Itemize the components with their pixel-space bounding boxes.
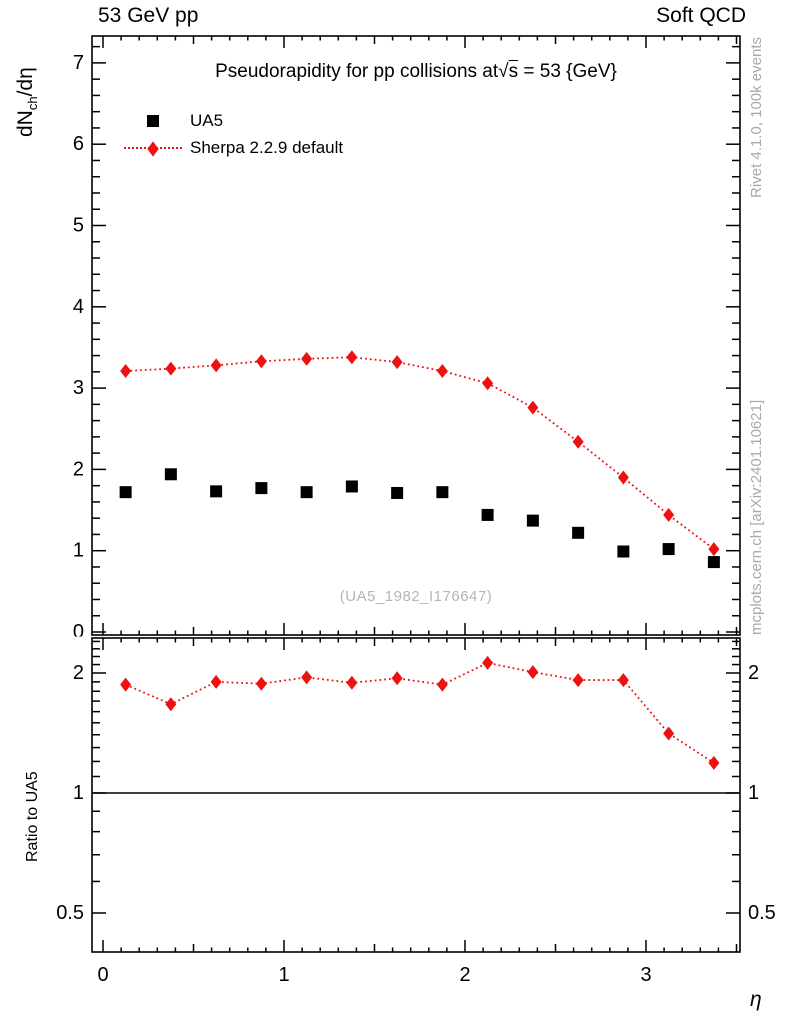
plot-title: Pseudorapidity for pp collisions at√s = … [92, 61, 740, 83]
sherpa-point [572, 434, 584, 449]
ua5-point [481, 508, 494, 521]
y-tick-label-main: 3 [73, 377, 84, 399]
plot-title-prefix: Pseudorapidity for pp collisions at [215, 61, 499, 82]
ratio-point [391, 671, 403, 686]
sherpa-point [301, 351, 313, 366]
x-axis-title: η [750, 988, 762, 1011]
sherpa-point [436, 364, 448, 379]
ratio-point [120, 677, 132, 692]
ua5-point [707, 556, 720, 569]
ratio-point [210, 674, 222, 689]
ua5-point [617, 545, 630, 558]
beam-energy-label: 53 GeV pp [98, 4, 199, 27]
ratio-point [527, 665, 539, 680]
y-tick-label-ratio: 1 [73, 782, 84, 804]
sherpa-point [210, 358, 222, 373]
ratio-point [708, 755, 720, 770]
y-tick-label-ratio: 0.5 [56, 902, 84, 924]
legend-item-sherpa: Sherpa 2.2.9 default [122, 134, 343, 161]
y-tick-label-main: 1 [73, 540, 84, 562]
legend-marker-cell [122, 140, 184, 157]
rivet-version-note: Rivet 4.1.0, 100k events [748, 37, 765, 198]
sherpa-point [617, 470, 629, 485]
ratio-panel-frame [91, 637, 741, 953]
sherpa-point [391, 355, 403, 370]
ratio-point [301, 670, 313, 685]
legend-marker-cell [122, 114, 184, 127]
ratio-point [346, 675, 358, 690]
sherpa-point [527, 400, 539, 415]
ua5-point [526, 514, 539, 527]
y-axis-title-part: /dη [14, 67, 37, 97]
ua5-point [572, 526, 585, 539]
x-tick-label: 3 [640, 964, 651, 986]
ua5-point [391, 486, 404, 499]
y-tick-label-main: 0 [73, 621, 84, 643]
red-diamond-marker-icon [147, 140, 159, 157]
y-axis-title-ratio: Ratio to UA5 [24, 771, 41, 862]
main-panel-frame [91, 35, 741, 636]
ratio-point [165, 697, 177, 712]
ua5-point [255, 482, 268, 495]
y-tick-label-main: 4 [73, 296, 84, 318]
plot-title-suffix: = 53 {GeV} [518, 61, 617, 82]
mcplots-reference-note: mcplots.cern.ch [arXiv:2401.10621] [748, 399, 765, 635]
y-tick-label-ratio: 2 [748, 662, 759, 684]
sqrt-argument: s [508, 61, 519, 82]
ratio-point [663, 726, 675, 741]
ua5-point [345, 480, 358, 493]
ua5-point [119, 486, 132, 499]
ua5-point [164, 468, 177, 481]
y-tick-label-ratio: 2 [73, 662, 84, 684]
sherpa-point [255, 354, 267, 369]
ratio-line [125, 661, 715, 764]
legend-item-ua5: UA5 [122, 107, 343, 134]
ua5-point [210, 485, 223, 498]
sherpa-point [120, 364, 132, 379]
y-tick-label-main: 7 [73, 52, 84, 74]
ratio-point [572, 673, 584, 688]
y-tick-label-main: 2 [73, 458, 84, 480]
ua5-point [436, 486, 449, 499]
sqrt-symbol: √ [498, 61, 509, 82]
ratio-point [255, 676, 267, 691]
y-tick-label-main: 5 [73, 215, 84, 237]
legend-label-ua5: UA5 [190, 110, 224, 130]
y-tick-label-main: 6 [73, 133, 84, 155]
legend-label-sherpa: Sherpa 2.2.9 default [190, 137, 344, 157]
sherpa-point [708, 542, 720, 557]
x-tick-label: 0 [97, 964, 108, 986]
sherpa-point [663, 507, 675, 522]
y-axis-title-main: dNch/dη [14, 67, 40, 137]
process-group-label: Soft QCD [656, 4, 746, 27]
sherpa-point [346, 350, 358, 365]
ua5-point [662, 543, 675, 556]
sherpa-point [165, 361, 177, 376]
y-axis-title-part: dN [14, 110, 37, 137]
y-tick-label-ratio: 1 [748, 782, 759, 804]
ratio-point [482, 655, 494, 670]
sherpa-point [482, 376, 494, 391]
y-axis-title-subscript: ch [25, 96, 41, 111]
ratio-point [436, 677, 448, 692]
x-tick-label: 1 [278, 964, 289, 986]
red-dotted-line-icon [124, 140, 182, 157]
ua5-point [300, 486, 313, 499]
legend: UA5 Sherpa 2.2.9 default [122, 107, 343, 161]
black-square-marker-icon [147, 114, 159, 127]
ratio-point [617, 673, 629, 688]
sherpa-line [125, 356, 715, 550]
main-y-labels: 0 1 2 3 4 5 6 7 [73, 52, 84, 643]
y-tick-label-ratio: 0.5 [748, 902, 776, 924]
x-tick-label: 2 [459, 964, 470, 986]
analysis-id-watermark: (UA5_1982_I176647) [339, 588, 493, 605]
